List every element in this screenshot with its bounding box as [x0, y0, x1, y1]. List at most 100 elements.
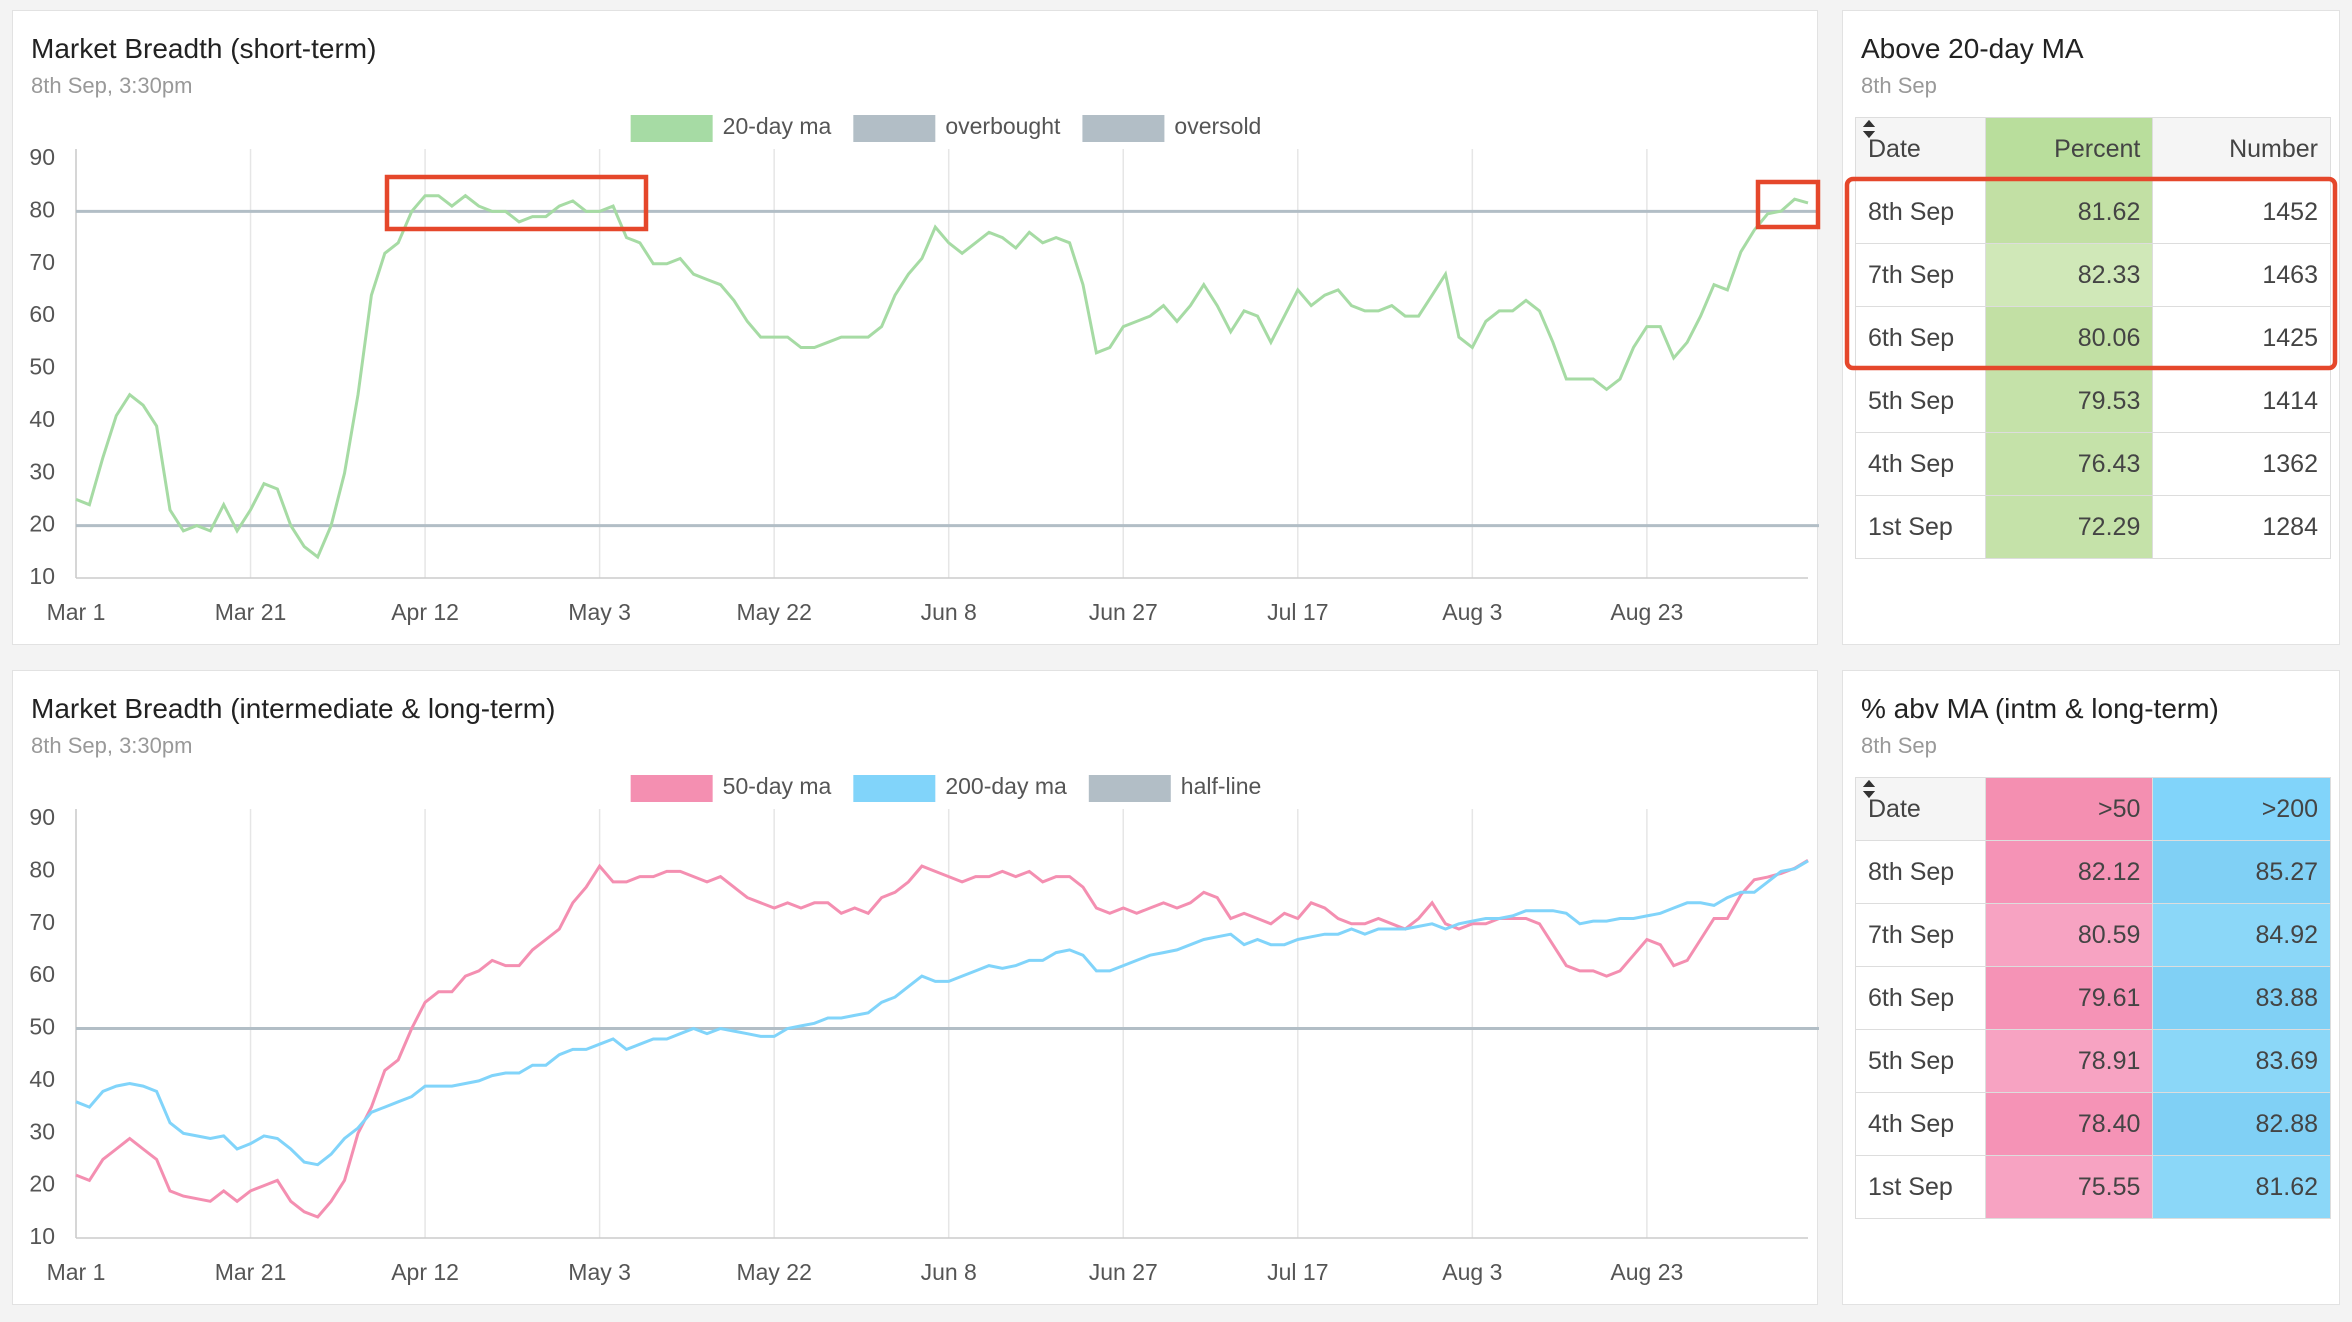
- legend-label: 200-day ma: [945, 773, 1067, 799]
- table-cell: 83.88: [2152, 966, 2331, 1030]
- table-cell: 6th Sep: [1855, 966, 1986, 1030]
- y-tick-label: 60: [29, 301, 55, 327]
- table-cell: 1425: [2152, 306, 2331, 370]
- y-tick-label: 70: [29, 909, 55, 935]
- column-label: >50: [2097, 794, 2141, 823]
- legend-label: half-line: [1181, 773, 1262, 799]
- x-tick-label: May 3: [568, 599, 631, 625]
- x-tick-label: Aug 3: [1442, 599, 1502, 625]
- table-row: 5th Sep 79.53 1414: [1855, 369, 2331, 433]
- table-row: 5th Sep 78.91 83.69: [1855, 1029, 2331, 1093]
- x-tick-label: Apr 12: [391, 599, 459, 625]
- table-cell: 82.33: [1984, 243, 2154, 307]
- table-cell: 8th Sep: [1855, 180, 1986, 244]
- column-header[interactable]: Number: [1862, 117, 2331, 181]
- table-body: 8th Sep 81.62 1452 7th Sep 82.33 1463 6th Sep 8…: [1855, 180, 2331, 559]
- table-cell: 78.40: [1984, 1092, 2154, 1156]
- x-tick-label: Apr 12: [391, 1259, 459, 1285]
- x-tick-label: Jun 27: [1089, 599, 1158, 625]
- table-subtitle: 8th Sep: [1861, 73, 1937, 98]
- table-cell: 1284: [2152, 495, 2331, 559]
- x-tick-label: Jul 17: [1267, 599, 1328, 625]
- y-tick-label: 50: [29, 1014, 55, 1040]
- x-tick-label: Jun 8: [921, 599, 977, 625]
- y-tick-label: 30: [29, 458, 55, 484]
- table-head: Date >50 >200: [1855, 777, 2331, 841]
- x-tick-label: Aug 23: [1610, 599, 1683, 625]
- y-tick-label: 10: [29, 1223, 55, 1249]
- column-header[interactable]: >200: [1862, 777, 2331, 841]
- data-line: [75, 859, 1809, 1219]
- legend-swatch: [1088, 775, 1171, 802]
- x-tick-label: May 22: [736, 599, 811, 625]
- table-cell: 81.62: [2152, 1155, 2331, 1219]
- header-row: Date >50 >200: [1855, 777, 2331, 841]
- header-row: Date Percent Number: [1855, 117, 2331, 181]
- x-tick-label: Mar 1: [47, 1259, 106, 1285]
- legend-label: overbought: [945, 113, 1061, 139]
- chart-title: Market Breadth (short-term): [31, 33, 377, 64]
- column-header: Date: [1855, 777, 1986, 841]
- column-label: Number: [2229, 134, 2318, 163]
- table-cell: 1362: [2152, 432, 2331, 496]
- column-header[interactable]: >50: [1862, 777, 2154, 841]
- y-tick-label: 80: [29, 196, 55, 222]
- table-cell: 6th Sep: [1855, 306, 1986, 370]
- table-body: 8th Sep 82.12 85.27 7th Sep 80.59 84.92 6th Se…: [1855, 840, 2331, 1219]
- x-tick-label: Mar 1: [47, 599, 106, 625]
- table-cell: 78.91: [1984, 1029, 2154, 1093]
- table-subtitle: 8th Sep: [1861, 733, 1937, 758]
- x-tick-label: Jun 8: [921, 1259, 977, 1285]
- table-row: 6th Sep 79.61 83.88: [1855, 966, 2331, 1030]
- legend-label: 20-day ma: [723, 113, 832, 139]
- table-cell: 1463: [2152, 243, 2331, 307]
- table-title: Above 20-day MA: [1861, 33, 2084, 64]
- column-header: Date: [1855, 117, 1986, 181]
- sort-icon: [1862, 119, 1875, 138]
- table-cell: 4th Sep: [1855, 432, 1986, 496]
- table-cell: 5th Sep: [1855, 1029, 1986, 1093]
- chart-panel: 10 20 30 40 50 60 70 80 90 Mar 1 Mar 21 Apr 12 May 3…: [12, 10, 1819, 645]
- table-cell: 85.27: [2152, 840, 2331, 904]
- table-row: 1st Sep 72.29 1284: [1855, 495, 2331, 559]
- table-cell: 5th Sep: [1855, 369, 1986, 433]
- table-row: 7th Sep 82.33 1463: [1855, 243, 2331, 307]
- legend: 20-day ma overbought oversold: [630, 113, 1261, 142]
- column-label: Percent: [2054, 134, 2141, 163]
- y-tick-label: 10: [29, 563, 55, 589]
- table-cell: 79.61: [1984, 966, 2154, 1030]
- table-cell: 7th Sep: [1855, 903, 1986, 967]
- table-head: Date Percent Number: [1855, 117, 2331, 181]
- table-cell: 1st Sep: [1855, 1155, 1986, 1219]
- legend-swatch: [1082, 115, 1165, 142]
- table-cell: 72.29: [1984, 495, 2154, 559]
- chart: 10 20 30 40 50 60 70 80 90 Mar 1 Mar 21 Apr 12 May 3…: [29, 773, 1819, 1285]
- legend-swatch: [853, 115, 936, 142]
- column-header[interactable]: Percent: [1862, 117, 2154, 181]
- data-table: Date >50 >200 8th Sep 82.12 85.27 7th Sep 80.59…: [1855, 777, 2331, 1219]
- y-tick-label: 90: [29, 804, 55, 830]
- chart-panel: 10 20 30 40 50 60 70 80 90 Mar 1 Mar 21 Apr 12 May 3…: [12, 670, 1819, 1305]
- table-cell: 80.06: [1984, 306, 2154, 370]
- y-tick-label: 20: [29, 1171, 55, 1197]
- table-cell: 84.92: [2152, 903, 2331, 967]
- table-cell: 1st Sep: [1855, 495, 1986, 559]
- table-cell: 81.62: [1984, 180, 2154, 244]
- table-title: % abv MA (intm & long-term): [1861, 693, 2219, 724]
- x-tick-label: May 3: [568, 1259, 631, 1285]
- table-cell: 76.43: [1984, 432, 2154, 496]
- legend-swatch: [630, 115, 713, 142]
- data-table: Date Percent Number 8th Sep 81.62 1452 7th Sep…: [1855, 117, 2331, 559]
- table-row: 8th Sep 81.62 1452: [1855, 180, 2331, 244]
- y-tick-label: 30: [29, 1118, 55, 1144]
- y-tick-label: 80: [29, 856, 55, 882]
- sort-arrow: [1862, 119, 1875, 138]
- table-cell: 79.53: [1984, 369, 2154, 433]
- data-line: [75, 859, 1809, 1167]
- chart-subtitle: 8th Sep, 3:30pm: [31, 73, 193, 98]
- table-row: 7th Sep 80.59 84.92: [1855, 903, 2331, 967]
- y-tick-label: 60: [29, 961, 55, 987]
- table-cell: 80.59: [1984, 903, 2154, 967]
- table-cell: 82.88: [2152, 1092, 2331, 1156]
